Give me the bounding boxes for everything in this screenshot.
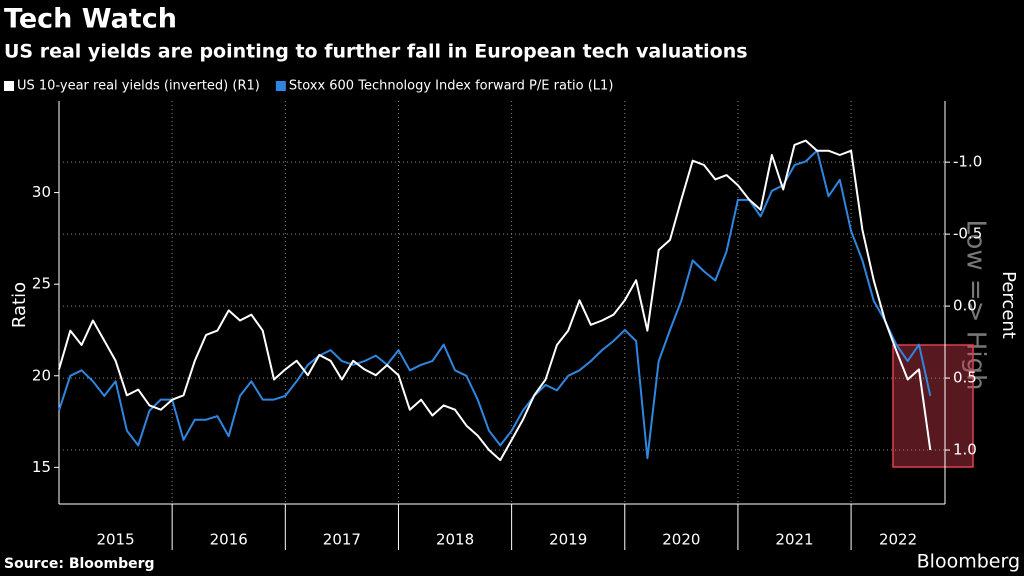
- x-tick-label: 2022: [879, 531, 917, 549]
- y-tick-label: 25: [32, 275, 51, 293]
- x-tick-label: 2015: [96, 531, 134, 549]
- y2-tick-label: -0.5: [953, 225, 982, 243]
- y-axis-label: Ratio: [9, 282, 30, 328]
- series-line: [58, 149, 932, 460]
- y-tick-label: 20: [32, 366, 51, 384]
- brand: Bloomberg: [917, 551, 1020, 573]
- legend-swatch: [275, 81, 286, 91]
- series-line: [58, 139, 932, 462]
- y2-tick-label: -1.0: [953, 153, 982, 171]
- x-tick-label: 2019: [549, 531, 587, 549]
- legend-swatch: [4, 81, 14, 91]
- legend-label: US 10-year real yields (inverted) (R1): [17, 79, 260, 94]
- annotation: Low => High: [961, 219, 991, 390]
- y2-tick-label: 1.0: [953, 441, 977, 459]
- highlight-box: [892, 344, 974, 468]
- y-tick-label: 15: [32, 458, 51, 476]
- y2-tick-label: 0.5: [953, 369, 977, 387]
- x-tick-label: 2016: [210, 531, 248, 549]
- x-tick-label: 2020: [662, 531, 700, 549]
- x-tick-label: 2021: [775, 531, 813, 549]
- y-tick-label: 30: [32, 183, 51, 201]
- chart-title: Tech Watch: [4, 4, 177, 35]
- y2-axis-label: Percent: [998, 271, 1019, 339]
- legend-label: Stoxx 600 Technology Index forward P/E r…: [289, 79, 614, 94]
- x-tick-label: 2017: [323, 531, 361, 549]
- x-tick-label: 2018: [436, 531, 474, 549]
- chart-subtitle: US real yields are pointing to further f…: [4, 41, 748, 63]
- source: Source: Bloomberg: [4, 556, 155, 572]
- y2-tick-label: 0.0: [953, 297, 977, 315]
